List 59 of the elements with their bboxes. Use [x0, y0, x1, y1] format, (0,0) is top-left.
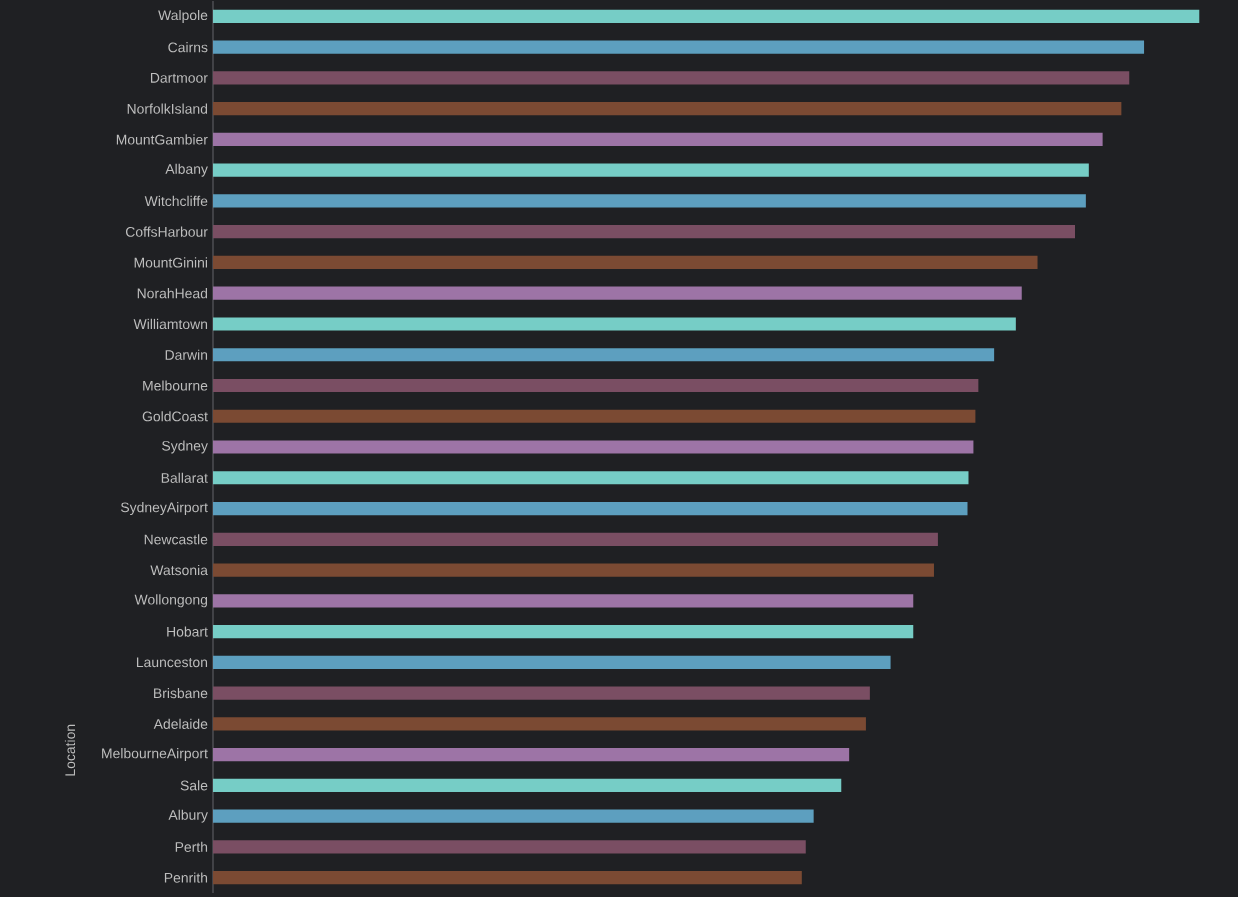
y-tick-label: Brisbane: [154, 687, 208, 699]
bar: [213, 163, 1089, 177]
y-tick-label: CoffsHarbour: [125, 226, 208, 237]
bar: [213, 501, 968, 516]
bar: [213, 317, 1016, 331]
y-tick-label: Darwin: [165, 349, 208, 360]
bar: [213, 471, 969, 485]
bar: [213, 594, 914, 608]
bar: [213, 563, 934, 577]
y-tick-label: Walpole: [158, 9, 208, 23]
y-tick-label: NorahHead: [137, 288, 208, 299]
bar: [213, 655, 891, 669]
y-tick-label: MountGinini: [134, 257, 207, 268]
y-tick-label: Williamtown: [133, 318, 208, 330]
bar: [213, 778, 842, 792]
y-tick-label: Hobart: [167, 626, 208, 637]
y-tick-label: Ballarat: [161, 472, 208, 483]
bar: [213, 686, 870, 700]
bar: [213, 194, 1086, 208]
y-tick-label: Cairns: [168, 42, 208, 53]
bar: [213, 624, 914, 639]
y-tick-label: Albury: [168, 809, 208, 823]
y-tick-label: Launceston: [136, 657, 208, 668]
y-tick-label: Dartmoor: [150, 73, 208, 83]
bar: [213, 532, 938, 546]
bar: [213, 717, 866, 731]
bar: [213, 255, 1038, 270]
bar: [213, 871, 802, 885]
y-tick-label: Sydney: [162, 440, 208, 454]
y-tick-label: Witchcliffe: [144, 195, 208, 207]
y-tick-label: GoldCoast: [142, 411, 208, 422]
y-tick-label: Melbourne: [143, 380, 208, 391]
y-tick-label: SydneyAirport: [120, 502, 208, 516]
bar: [213, 102, 1122, 116]
bar: [213, 132, 1103, 147]
y-tick-label: Albany: [165, 163, 208, 177]
bar: [213, 440, 974, 454]
bar: [213, 348, 995, 362]
y-tick-label: Sale: [180, 780, 208, 791]
bar: [213, 225, 1076, 239]
bar: [213, 409, 976, 423]
y-tick-label: Penrith: [164, 872, 208, 883]
y-axis-title: Location: [64, 724, 76, 776]
y-tick-label: Perth: [175, 841, 208, 852]
y-tick-label: Wollongong: [134, 594, 208, 608]
y-tick-label: MountGambier: [116, 134, 208, 145]
bar: [213, 378, 979, 393]
bar: [213, 71, 1130, 85]
bar: [213, 40, 1145, 54]
bar: [213, 286, 1022, 300]
y-tick-label: MelbourneAirport: [102, 748, 208, 762]
bar: [213, 809, 814, 823]
bar: [213, 9, 1200, 23]
y-tick-label: NorfolkIsland: [127, 103, 208, 114]
y-tick-label: Newcastle: [144, 534, 208, 545]
y-tick-label: Watsonia: [150, 564, 208, 576]
bar: [213, 748, 850, 762]
y-tick-label: Adelaide: [153, 718, 208, 729]
bar: [213, 840, 806, 854]
